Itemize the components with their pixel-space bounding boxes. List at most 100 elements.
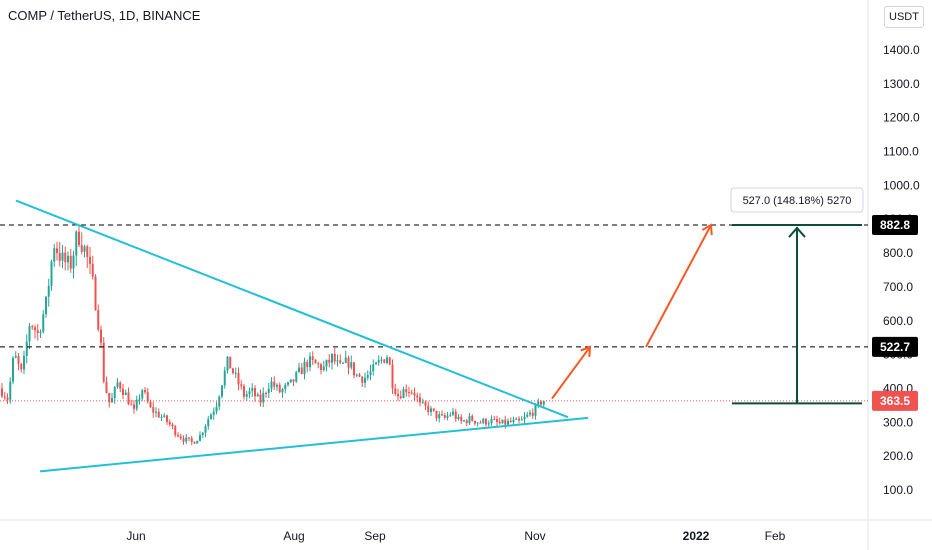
candle-body <box>325 359 328 367</box>
candle-body <box>465 420 468 424</box>
candle-body <box>111 398 113 403</box>
candle-body <box>135 399 138 409</box>
candle-body <box>168 421 171 425</box>
candles-group <box>1 226 545 446</box>
candle-body <box>207 419 210 427</box>
candle-body <box>474 420 476 424</box>
candle-body <box>485 418 487 425</box>
candle-body <box>64 252 67 263</box>
candle-body <box>223 370 226 386</box>
candle-body <box>245 394 248 397</box>
candle-body <box>152 407 155 413</box>
candle-body <box>463 420 465 422</box>
candle-body <box>89 256 91 264</box>
candle-body <box>347 357 350 368</box>
candle-body <box>138 398 141 400</box>
candle-body <box>515 418 518 420</box>
candle-body <box>284 384 287 390</box>
candle-body <box>298 367 300 372</box>
time-tick-label: Sep <box>364 529 386 543</box>
svg-text:882.8: 882.8 <box>880 218 910 232</box>
candle-body <box>12 357 14 382</box>
candle-body <box>476 422 479 424</box>
candle-body <box>278 384 281 393</box>
upper-trendline[interactable] <box>15 199 569 419</box>
candle-body <box>210 414 212 420</box>
candle-body <box>240 384 243 387</box>
price-tick-label: 1300.0 <box>883 77 920 91</box>
candle-body <box>336 360 339 362</box>
candle-body <box>306 361 309 368</box>
candle-body <box>116 382 119 388</box>
svg-text:522.7: 522.7 <box>880 340 910 354</box>
candle-body <box>471 415 474 421</box>
candle-body <box>496 419 498 422</box>
candle-body <box>80 245 83 252</box>
candle-body <box>355 374 358 376</box>
price-tag: 522.7 <box>872 336 918 357</box>
candle-body <box>45 296 47 315</box>
candle-body <box>102 342 105 382</box>
lower-trendline[interactable] <box>39 416 589 473</box>
candle-body <box>94 276 97 311</box>
candle-body <box>452 411 454 415</box>
candle-body <box>479 422 482 424</box>
candle-body <box>267 388 270 393</box>
price-range-measure[interactable]: 527.0 (148.18%) 5270 <box>730 187 864 405</box>
candle-body <box>358 374 361 377</box>
candle-body <box>1 388 3 397</box>
candle-body <box>402 389 405 399</box>
candle-body <box>344 357 347 363</box>
projection-arrow-1[interactable] <box>551 345 592 400</box>
time-axis[interactable]: Jun Aug Sep Nov 2022 Feb <box>126 529 785 543</box>
candle-body <box>287 382 289 385</box>
candle-body <box>196 440 199 444</box>
candle-body <box>309 356 311 368</box>
candle-body <box>86 246 89 257</box>
candle-body <box>526 414 529 417</box>
candle-body <box>518 418 520 421</box>
candle-body <box>113 387 116 399</box>
candle-body <box>394 388 397 394</box>
candle-body <box>531 412 534 416</box>
candle-body <box>3 396 6 398</box>
price-tick-label: 100.0 <box>883 483 913 497</box>
time-tick-label: 2022 <box>683 529 710 543</box>
candle-body <box>369 371 372 376</box>
candle-body <box>430 408 432 413</box>
candle-body <box>133 404 135 409</box>
candle-body <box>534 404 537 416</box>
candle-body <box>419 397 421 403</box>
price-tag: 363.5 <box>872 390 918 411</box>
candle-body <box>204 426 207 433</box>
candle-body <box>149 401 152 408</box>
candle-body <box>237 372 240 385</box>
candle-body <box>314 359 317 364</box>
candle-body <box>69 255 72 269</box>
projection-arrow-2[interactable] <box>645 223 713 348</box>
candle-body <box>303 361 306 375</box>
candle-body <box>256 394 259 397</box>
candle-body <box>39 331 42 334</box>
price-tags: 882.8 522.7 363.5 <box>872 215 918 411</box>
price-tag: 882.8 <box>872 215 918 236</box>
price-axis[interactable]: 1400.01300.01200.01100.01000.0900.0800.0… <box>883 43 920 497</box>
candle-body <box>468 415 471 424</box>
candle-body <box>56 248 58 253</box>
candle-body <box>212 411 215 415</box>
candle-body <box>91 263 94 277</box>
candle-body <box>14 356 17 358</box>
currency-button[interactable]: USDT <box>884 6 924 28</box>
candle-body <box>42 314 45 332</box>
candle-body <box>25 341 28 356</box>
candle-body <box>350 362 353 368</box>
candle-body <box>58 252 61 261</box>
candle-body <box>50 261 53 286</box>
candle-body <box>34 327 36 331</box>
candle-body <box>504 419 507 425</box>
candle-body <box>193 441 196 444</box>
candle-body <box>276 384 278 387</box>
candle-body <box>23 355 25 370</box>
candle-body <box>229 356 232 369</box>
